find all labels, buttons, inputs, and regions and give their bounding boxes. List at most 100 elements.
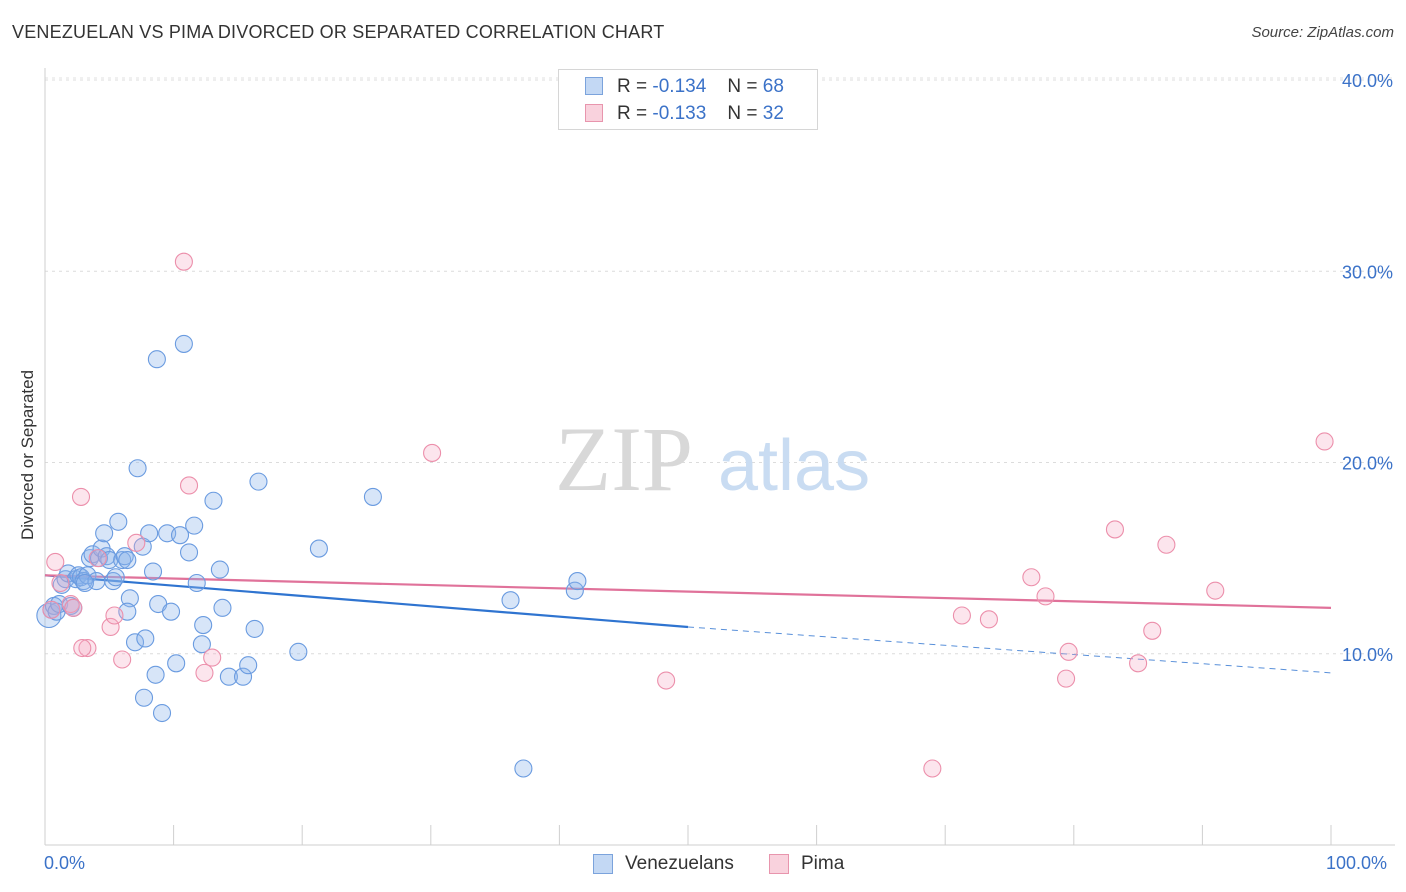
y-tick-label-20: 20.0%	[1342, 454, 1393, 474]
correlation-legend: R = -0.134 N = 68 R = -0.133 N = 32	[558, 69, 818, 130]
pima-point	[174, 252, 193, 271]
venezuelans-point	[134, 688, 154, 707]
pima-point	[1143, 621, 1162, 640]
venezuelans-point	[109, 512, 128, 531]
pima-point	[78, 638, 97, 658]
watermark-atlas: atlas	[718, 426, 870, 506]
pima-point	[1036, 587, 1055, 606]
venezuelans-point	[194, 616, 213, 635]
pima-point	[1057, 669, 1076, 688]
pima-point	[46, 552, 65, 572]
venezuelans-point	[152, 703, 172, 723]
venezuelans-trend-line	[44, 574, 689, 629]
pima-point	[952, 606, 971, 625]
venezuelans-point	[192, 635, 211, 654]
venezuelans-point	[245, 619, 264, 638]
pima-point	[127, 533, 146, 552]
venezuelans-point	[120, 589, 139, 608]
pima-point	[1206, 581, 1225, 600]
venezuelans-point	[501, 591, 520, 610]
venezuelans-point	[179, 543, 199, 562]
venezuelans-point	[210, 560, 229, 579]
pima-point	[1129, 654, 1148, 673]
venezuelans-point	[136, 629, 155, 648]
pima-point	[88, 549, 107, 568]
pima-point	[923, 759, 942, 778]
grid-lines	[45, 77, 1395, 655]
pima-point	[1022, 568, 1041, 587]
venezuelans-point	[128, 459, 147, 478]
legend-n-label: N =	[727, 103, 758, 124]
y-tick-labels: 10.0% 20.0% 30.0% 40.0%	[1342, 71, 1393, 665]
pima-point	[71, 487, 91, 506]
legend-swatch-pima	[769, 854, 789, 874]
legend-label-venezuelans: Venezuelans	[625, 853, 734, 874]
source-label: Source: ZipAtlas.com	[1251, 24, 1394, 41]
venezuelans-point	[249, 472, 268, 491]
legend-r-label: R =	[617, 76, 648, 97]
legend-row-pima: R = -0.133 N = 32	[559, 101, 817, 127]
venezuelans-point	[125, 633, 145, 652]
legend-swatch-venezuelans	[585, 77, 603, 95]
pima-points	[42, 252, 1334, 778]
venezuelans-point	[219, 667, 238, 686]
venezuelans-point	[289, 642, 308, 661]
venezuelans-point	[140, 524, 159, 543]
venezuelans-point	[118, 550, 137, 570]
pima-point	[51, 573, 70, 593]
y-axis-label: Divorced or Separated	[18, 369, 37, 541]
chart-title: VENEZUELAN VS PIMA DIVORCED OR SEPARATED…	[12, 22, 665, 42]
x-tick-min: 0.0%	[44, 853, 86, 873]
pima-point	[195, 663, 214, 682]
venezuelans-point	[185, 516, 204, 535]
venezuelans-point	[233, 667, 253, 686]
venezuelans-point	[213, 598, 232, 617]
pima-point	[179, 476, 199, 495]
legend-r-value: -0.134	[652, 76, 707, 97]
venezuelans-point	[174, 334, 193, 353]
venezuelans-points	[36, 334, 587, 778]
pima-point	[42, 600, 61, 619]
legend-r-value: -0.133	[652, 103, 707, 124]
legend-swatch-venezuelans	[593, 854, 613, 874]
venezuelans-point	[146, 665, 165, 684]
venezuelans-point	[187, 573, 206, 593]
legend-row-venezuelans: R = -0.134 N = 68	[559, 74, 817, 100]
legend-n-value: 32	[762, 103, 784, 124]
pima-point	[64, 598, 83, 617]
y-tick-label-10: 10.0%	[1342, 645, 1393, 665]
trend-lines	[44, 574, 1332, 674]
y-tick-label-40: 40.0%	[1342, 71, 1393, 91]
pima-point	[101, 617, 120, 637]
pima-point	[105, 606, 124, 625]
pima-point	[1315, 432, 1334, 451]
legend-n-value: 68	[762, 76, 784, 97]
watermark-zip: ZIP	[555, 408, 693, 510]
series-legend: Venezuelans Pima	[0, 852, 1406, 878]
venezuelans-point	[167, 654, 186, 673]
axes	[44, 68, 1395, 846]
venezuelans-point	[204, 491, 223, 510]
pima-point	[113, 650, 132, 669]
legend-label-pima: Pima	[801, 853, 845, 874]
legend-swatch-pima	[585, 104, 603, 122]
venezuelans-point	[106, 568, 125, 587]
venezuelans-point	[100, 550, 119, 570]
venezuelans-point	[170, 526, 190, 545]
pima-point	[423, 443, 442, 462]
venezuelans-point	[95, 524, 114, 543]
venezuelans-point	[75, 573, 94, 593]
venezuelans-point	[143, 562, 163, 581]
pima-point	[1059, 642, 1078, 661]
x-tick-max: 100.0%	[1326, 853, 1388, 873]
venezuelans-point	[568, 572, 587, 591]
venezuelans-point	[363, 487, 382, 506]
pima-point	[657, 671, 676, 690]
venezuelans-point	[147, 350, 166, 369]
pima-trend-line	[44, 574, 1332, 609]
venezuelans-point	[239, 656, 258, 675]
venezuelans-trend-extension	[687, 626, 1332, 674]
venezuelans-point	[514, 759, 533, 778]
pima-point	[1157, 535, 1176, 554]
